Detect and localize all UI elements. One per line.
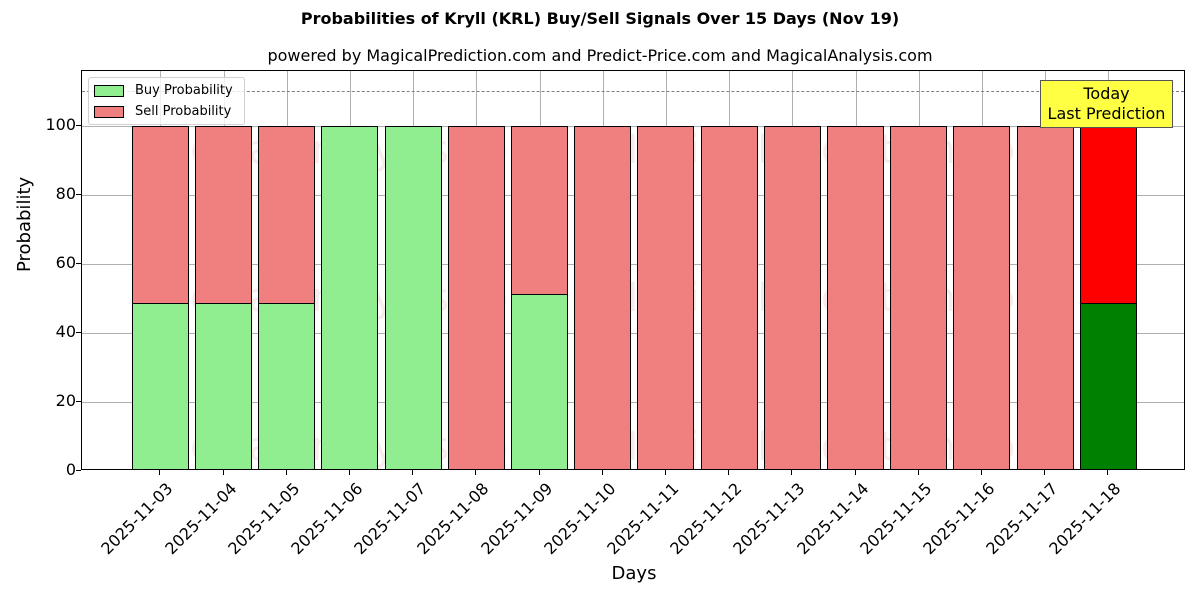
y-tick-label: 80 [55, 183, 76, 203]
x-tick-mark [854, 470, 856, 475]
x-tick-mark [601, 470, 603, 475]
y-tick-label: 40 [55, 321, 76, 341]
x-tick-mark [159, 470, 161, 475]
sell-swatch [94, 105, 124, 118]
bar-buy [384, 125, 442, 469]
bar-sell [447, 125, 505, 469]
legend-label-buy: Buy Probability [135, 83, 233, 98]
bar-sell [953, 125, 1011, 469]
bar-sell [195, 125, 252, 304]
x-tick-mark [475, 470, 477, 475]
legend: Buy Probability Sell Probability [88, 77, 245, 125]
bar-sell [637, 125, 695, 469]
x-tick-mark [664, 470, 666, 475]
x-tick-mark [1107, 470, 1109, 475]
y-tick-mark [76, 193, 81, 195]
x-tick-mark [348, 470, 350, 475]
bar-sell [827, 125, 884, 469]
y-tick-mark [76, 262, 81, 264]
bar-sell [1016, 125, 1074, 469]
y-tick-mark [76, 124, 81, 126]
bar-buy [511, 294, 568, 469]
bar-buy [258, 302, 316, 469]
y-tick-label: 60 [55, 252, 76, 272]
bar-sell [700, 125, 758, 469]
x-tick-mark [1044, 470, 1046, 475]
x-tick-mark [728, 470, 730, 475]
bar-sell [574, 125, 632, 469]
buy-swatch [94, 84, 124, 97]
y-tick-label: 20 [55, 390, 76, 410]
bar-sell [511, 125, 568, 296]
y-tick-label: 0 [65, 460, 76, 479]
y-axis-label: Probability [14, 176, 35, 272]
annotation-line2: Last Prediction [1047, 104, 1166, 123]
chart-subtitle: powered by MagicalPrediction.com and Pre… [267, 46, 933, 65]
bar-sell [131, 125, 189, 304]
plot-area: MagicalAnalysis.comMagicalPrediction.com… [81, 70, 1185, 470]
x-tick-mark [791, 470, 793, 475]
grid-line-h [82, 194, 1184, 196]
legend-item-sell: Sell Probability [94, 104, 231, 119]
y-tick-mark [76, 400, 81, 402]
grid-line-h [82, 401, 1184, 403]
bar-buy [131, 302, 189, 469]
chart-title: Probabilities of Kryll (KRL) Buy/Sell Si… [300, 9, 900, 28]
legend-item-buy: Buy Probability [94, 83, 233, 98]
reference-line [82, 91, 1184, 93]
grid-line-h [82, 263, 1184, 265]
grid-line-h [82, 332, 1184, 334]
x-axis-label: Days [611, 563, 657, 584]
bar-sell [258, 125, 316, 304]
y-tick-mark [76, 470, 81, 471]
y-tick-label: 100 [45, 114, 76, 134]
legend-label-sell: Sell Probability [135, 104, 232, 119]
x-tick-mark [538, 470, 540, 475]
x-tick-mark [412, 470, 414, 475]
bar-sell [890, 125, 948, 469]
x-tick-mark [917, 470, 919, 475]
bar-buy [1079, 302, 1137, 469]
bar-sell [763, 125, 821, 469]
bar-buy [321, 125, 379, 469]
annotation-line1: Today [1083, 84, 1130, 103]
x-tick-mark [222, 470, 224, 475]
y-tick-mark [76, 331, 81, 333]
x-tick-mark [285, 470, 287, 475]
x-tick-mark [980, 470, 982, 475]
today-annotation: Today Last Prediction [1040, 80, 1173, 128]
bar-sell [1079, 125, 1137, 304]
grid-line-h [82, 125, 1184, 127]
bar-buy [195, 302, 252, 469]
